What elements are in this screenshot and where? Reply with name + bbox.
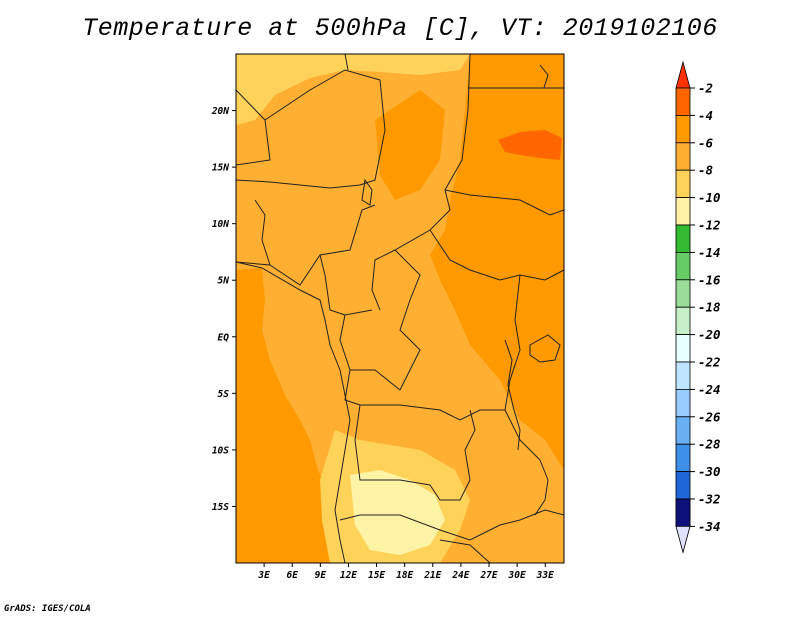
border-line	[504, 274, 541, 461]
border-line	[236, 199, 271, 266]
field-minus2-patch	[498, 130, 562, 160]
grads-credit: GrADS: IGES/COLA	[4, 604, 91, 614]
coastline	[361, 178, 373, 206]
lon-tick-label: 24E	[451, 570, 469, 581]
colorbar-bottom-arrow	[675, 526, 691, 554]
border-line	[236, 179, 361, 189]
colorbar-swatch	[675, 443, 691, 473]
colorbar-swatch	[675, 471, 691, 500]
map-frame	[235, 53, 565, 564]
border-line	[394, 249, 421, 391]
colorbar-label: -12	[698, 218, 721, 233]
colorbar-label: -6	[698, 135, 714, 150]
lat-tick-label: 10N	[212, 219, 229, 230]
coastline	[539, 64, 549, 89]
colorbar-swatch	[675, 87, 691, 116]
border-line	[350, 369, 401, 391]
colorbar-top-arrow	[675, 60, 691, 89]
coastline	[504, 339, 521, 451]
lat-tick-label: 5N	[218, 276, 230, 287]
lat-tick-label: EQ	[218, 332, 230, 343]
coastline	[236, 261, 351, 563]
lat-tick-label: 20N	[211, 106, 229, 117]
colorbar-label: -24	[698, 382, 721, 397]
lon-tick-label: 18E	[396, 570, 413, 581]
colorbar-swatch	[675, 279, 691, 308]
colorbar-swatch	[675, 416, 691, 445]
colorbar: -2 -4 -6 -8 -10 -12 -14 -16 -18 -20 -22 -24 -26 -28 -3…	[675, 60, 721, 554]
lon-tick-label: 6E	[287, 570, 299, 581]
colorbar-label: -14	[698, 245, 721, 260]
lat-tick-label: 15N	[212, 163, 229, 174]
colorbar-label: -20	[698, 327, 721, 342]
coastline	[534, 459, 549, 516]
border-line	[269, 204, 376, 286]
lon-tick-label: 12E	[340, 570, 357, 581]
colorbar-label: -26	[698, 409, 721, 424]
colorbar-swatch	[675, 224, 691, 253]
lon-tick-label: 21E	[423, 570, 441, 581]
border-line	[319, 254, 373, 316]
border-line	[264, 69, 386, 186]
colorbar-swatch	[675, 306, 691, 336]
border-line	[354, 404, 476, 501]
temperature-field	[236, 54, 564, 563]
lon-tick-label: 27E	[479, 570, 497, 581]
field-minus4-east-region	[430, 54, 564, 470]
colorbar-label: -18	[698, 300, 721, 315]
border-line	[439, 539, 491, 563]
colorbar-label: -8	[698, 163, 713, 178]
colorbar-label: -2	[698, 81, 713, 96]
lat-tick-label: 10S	[212, 445, 229, 456]
colorbar-swatch	[675, 142, 691, 171]
field-minus8-north-region	[236, 54, 470, 125]
lon-tick-label: 9E	[315, 570, 327, 581]
border-line	[344, 54, 349, 71]
field-minus4-central-region	[375, 90, 445, 200]
colorbar-swatch	[675, 388, 691, 418]
colorbar-label: -32	[698, 492, 721, 507]
border-line	[236, 89, 271, 166]
latitude-axis: 20N 15N 10N 5N EQ 5S 10S 15S	[211, 106, 236, 513]
lat-tick-label: 5S	[218, 389, 230, 400]
coastline	[529, 334, 561, 363]
lon-tick-label: 33E	[536, 570, 554, 581]
longitude-axis: 3E 6E 9E 12E 15E 18E 21E 24E 27E 30E 33E	[257, 563, 554, 581]
lon-tick-label: 15E	[368, 570, 385, 581]
colorbar-swatch	[675, 361, 691, 390]
lat-tick-label: 15S	[212, 502, 229, 513]
lon-tick-label: 30E	[508, 570, 526, 581]
colorbar-label: -28	[698, 437, 721, 452]
colorbar-swatch	[675, 115, 691, 144]
colorbar-label: -4	[698, 108, 713, 123]
border-line	[444, 189, 564, 216]
country-borders	[236, 54, 564, 563]
border-line	[371, 54, 471, 311]
colorbar-swatch	[675, 334, 691, 363]
colorbar-swatch	[675, 251, 691, 281]
lon-tick-label: 3E	[257, 570, 270, 581]
colorbar-label: -22	[698, 355, 721, 370]
colorbar-label: -10	[698, 190, 721, 205]
colorbar-swatch	[675, 197, 691, 226]
border-line	[339, 314, 505, 421]
plot-title: Temperature at 500hPa [C], VT: 201910210…	[82, 14, 718, 43]
colorbar-swatch	[675, 169, 691, 198]
colorbar-swatch	[675, 498, 691, 527]
border-line	[429, 229, 564, 281]
field-minus10-south-region	[350, 470, 445, 555]
colorbar-label: -34	[698, 519, 721, 534]
colorbar-label: -30	[698, 464, 721, 479]
colorbar-label: -16	[698, 272, 721, 287]
